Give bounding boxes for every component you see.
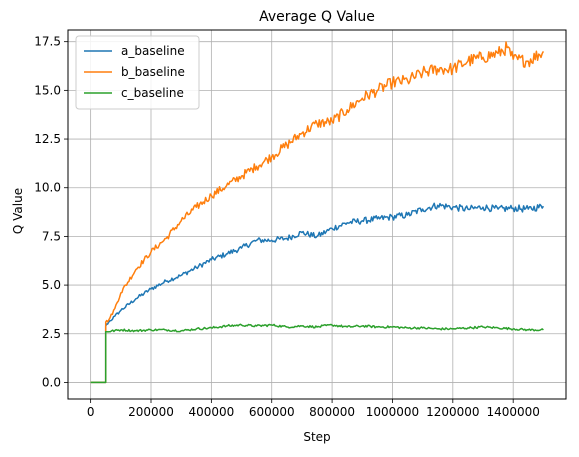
grid <box>68 30 566 399</box>
series-lines <box>90 41 545 384</box>
x-tick-label: 0 <box>87 405 95 419</box>
y-tick-label: 0.0 <box>42 375 61 389</box>
x-tick-label: 200000 <box>128 405 174 419</box>
x-tick-label: 1000000 <box>366 405 419 419</box>
y-tick-label: 7.5 <box>42 229 61 243</box>
legend-label-a_baseline: a_baseline <box>121 44 185 58</box>
x-axis-label: Step <box>303 430 330 444</box>
y-tick-label: 10.0 <box>34 181 61 195</box>
legend: a_baseline b_baseline c_baseline <box>75 35 200 110</box>
x-axis-ticks: 0 200000 400000 600000 800000 1000000 1200000 1… <box>87 399 540 419</box>
series-line-c_baseline <box>90 323 544 384</box>
x-tick-label: 600000 <box>249 405 295 419</box>
legend-label-c_baseline: c_baseline <box>121 86 184 100</box>
x-tick-label: 800000 <box>309 405 355 419</box>
y-axis-ticks: 0.0 2.5 5.0 7.5 10.0 12.5 15.0 17.5 <box>34 35 68 389</box>
x-tick-label: 1400000 <box>486 405 539 419</box>
y-tick-label: 5.0 <box>42 278 61 292</box>
plot-frame <box>67 29 567 400</box>
legend-box <box>75 35 200 110</box>
x-tick-label: 1200000 <box>426 405 479 419</box>
series-line-b_baseline <box>90 41 545 384</box>
series-line-a_baseline <box>90 202 545 384</box>
y-axis-label: Q Value <box>11 188 25 234</box>
y-tick-label: 17.5 <box>34 35 61 49</box>
chart-title: Average Q Value <box>259 9 375 25</box>
y-tick-label: 12.5 <box>34 132 61 146</box>
legend-label-b_baseline: b_baseline <box>121 65 185 79</box>
y-tick-label: 2.5 <box>42 327 61 341</box>
y-tick-label: 15.0 <box>34 83 61 97</box>
x-tick-label: 400000 <box>188 405 234 419</box>
